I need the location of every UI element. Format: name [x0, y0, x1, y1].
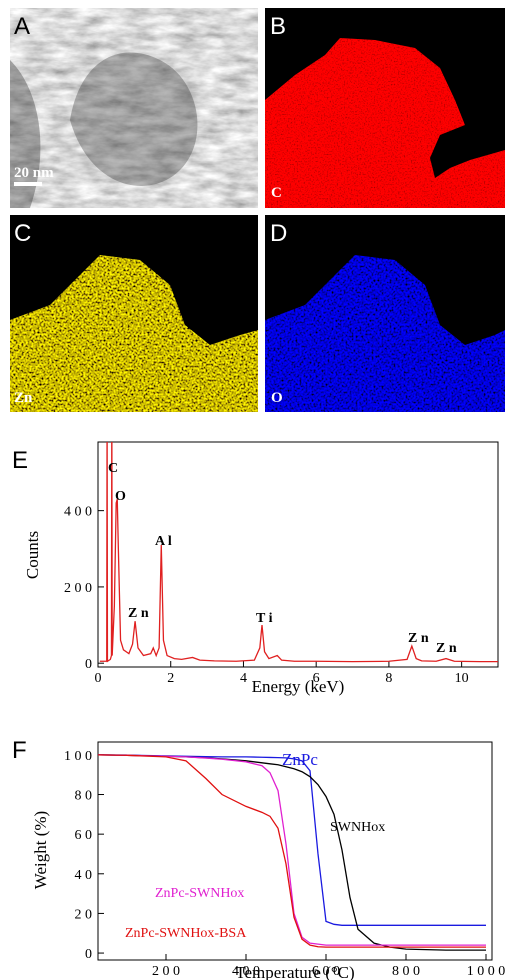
x-tick-label: 2 [167, 671, 174, 686]
element-label: Zn [14, 390, 33, 406]
y-tick-label: 4 0 0 [64, 505, 92, 520]
panel-label: B [270, 13, 286, 40]
y-tick-label: 6 0 [75, 828, 93, 843]
scale-bar [14, 182, 42, 186]
tem-image [10, 8, 258, 208]
x-tick-label: 8 [385, 671, 392, 686]
x-axis-title: Energy (keV) [252, 677, 345, 696]
panel-label: C [14, 220, 31, 247]
plot-frame [97, 741, 493, 961]
x-tick-label: 6 [313, 671, 320, 686]
x-tick-label: 2 0 0 [152, 964, 180, 979]
y-axis-title: Weight (%) [31, 811, 50, 889]
y-tick-label: 0 [85, 657, 92, 672]
legend-entry: ZnPc-SWNHox-BSA [125, 926, 247, 941]
tem-particle [70, 52, 198, 186]
y-tick-label: 2 0 [75, 907, 93, 922]
data-line [98, 754, 486, 951]
y-tick-label: 2 0 0 [64, 581, 92, 596]
element-label: O [271, 390, 283, 406]
x-axis-title: Temperature (°C) [235, 963, 354, 980]
x-tick-label: 4 [240, 671, 247, 686]
peak-label: Z n [408, 631, 429, 646]
legend-entry: SWNHox [330, 820, 385, 835]
y-tick-label: 8 0 [75, 789, 93, 804]
tem-particle [10, 60, 41, 208]
y-axis-title: Counts [23, 531, 42, 579]
peak-label: O [115, 489, 126, 504]
data-line [98, 754, 486, 946]
panel-label: A [14, 13, 30, 40]
legend-entry: ZnPc [282, 750, 318, 769]
element-label: C [271, 185, 282, 201]
x-tick-label: 1 0 0 0 [467, 964, 506, 979]
peak-label: A l [155, 534, 172, 549]
plot-frame [97, 441, 499, 668]
peak-label: Z n [128, 606, 149, 621]
data-line [98, 754, 486, 948]
panel-label: F [12, 737, 27, 764]
legend-entry: ZnPc-SWNHox [155, 886, 244, 901]
y-tick-label: 0 [85, 947, 92, 962]
x-tick-label: 6 0 0 [312, 964, 340, 979]
y-tick-label: 1 0 0 [64, 749, 92, 764]
panel-label: E [12, 447, 28, 474]
peak-label: Z n [436, 641, 457, 656]
image-panels: A B C D 20 nm C Zn O [10, 8, 505, 412]
panel-label: D [270, 220, 287, 247]
x-tick-label: 4 0 0 [232, 964, 260, 979]
x-tick-label: 10 [455, 671, 469, 686]
x-tick-label: 8 0 0 [392, 964, 420, 979]
x-tick-label: 0 [95, 671, 102, 686]
data-line [99, 442, 498, 663]
y-tick-label: 4 0 [75, 868, 93, 883]
data-line [98, 754, 486, 926]
peak-label: C [108, 461, 118, 476]
scale-bar-label: 20 nm [14, 165, 54, 181]
peak-label: T i [256, 611, 273, 626]
